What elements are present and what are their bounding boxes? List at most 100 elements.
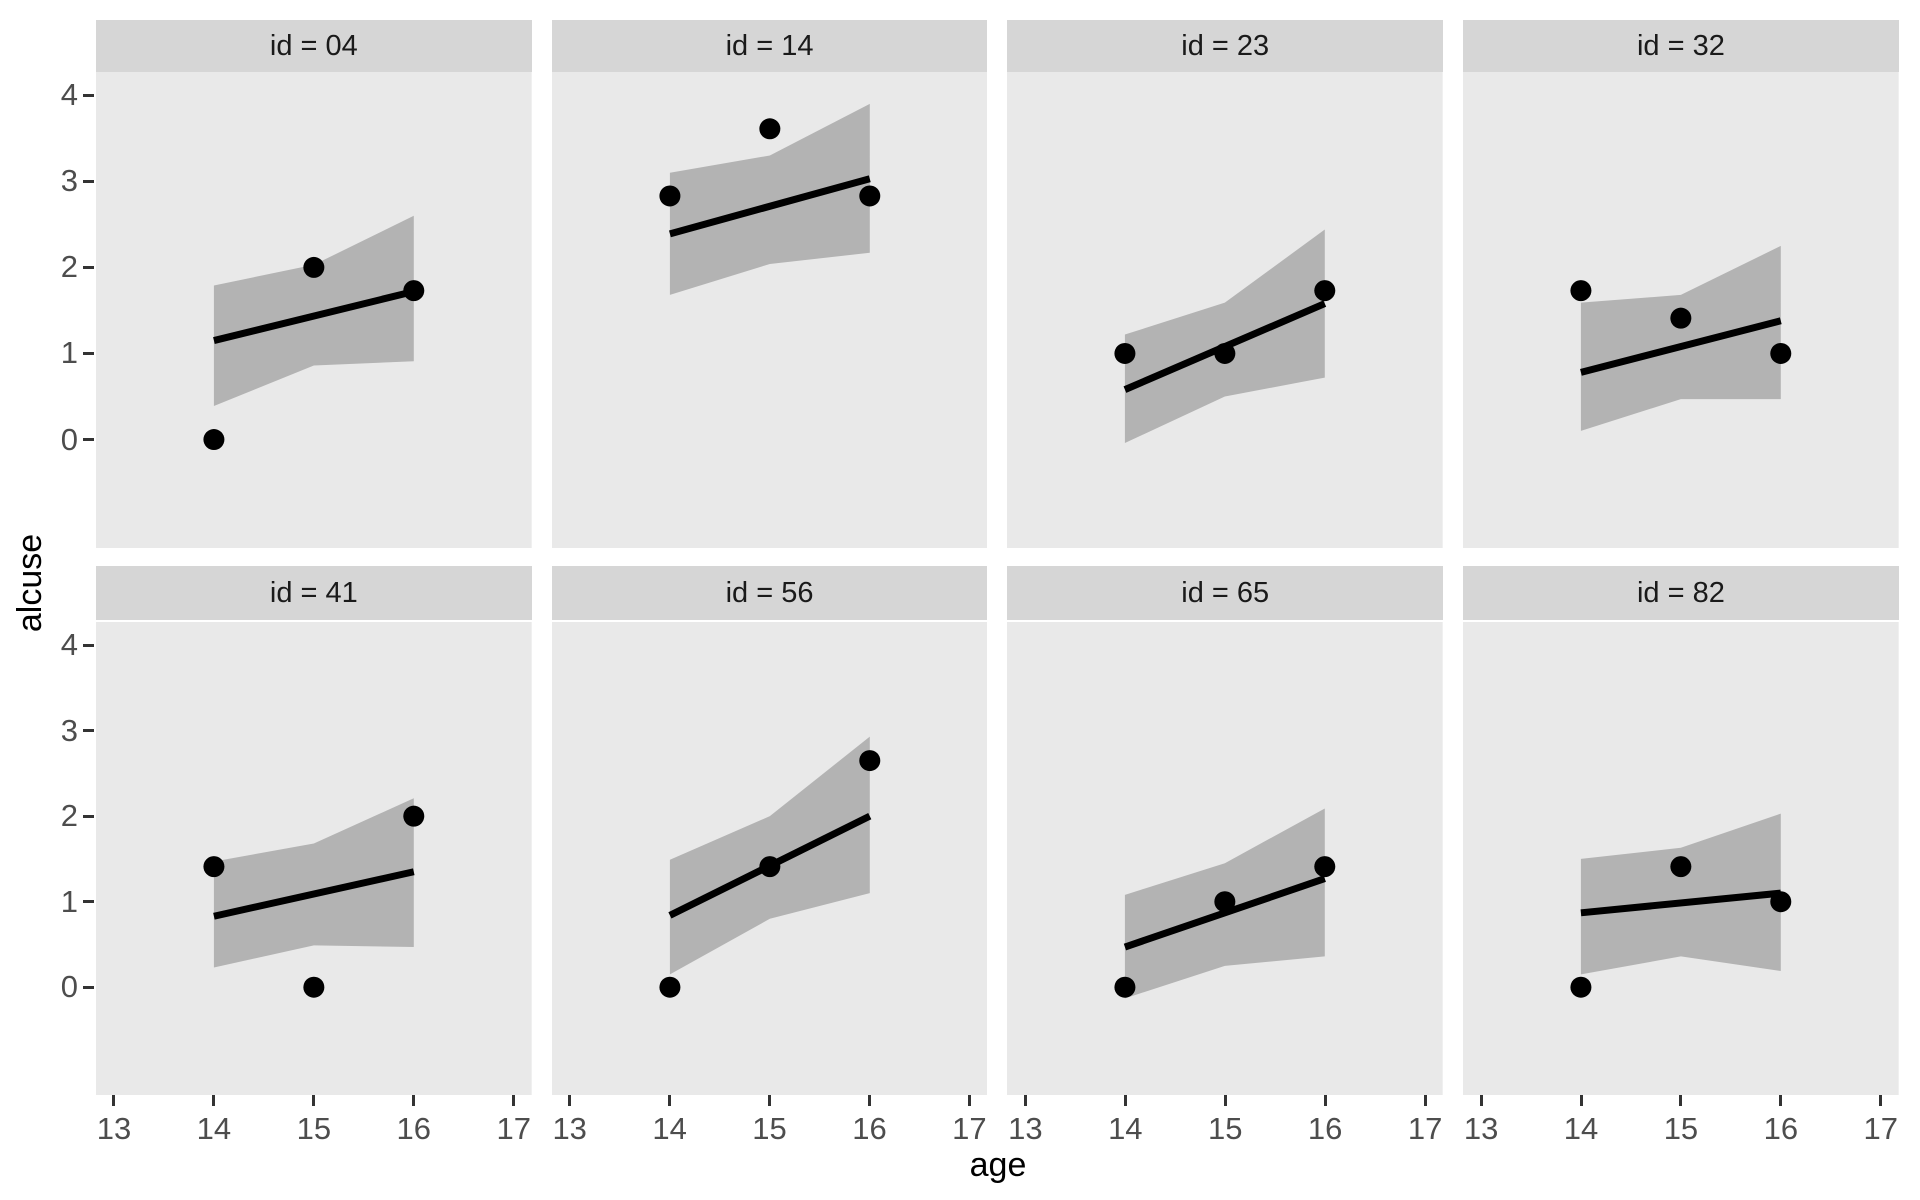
x-axis-tick-label: 13 (96, 1111, 132, 1146)
confidence-ribbon (1581, 813, 1781, 975)
y-axis-tick-mark (83, 900, 94, 904)
y-axis-tick-label: 4 (60, 627, 78, 663)
data-point (1314, 280, 1336, 302)
facet-panel-plot (1463, 72, 1899, 548)
y-axis-tick-mark (83, 93, 94, 97)
panel-background (551, 72, 988, 548)
x-axis-tick-mark (1879, 1095, 1883, 1106)
confidence-ribbon (669, 103, 870, 295)
y-axis-tick-mark (83, 351, 94, 355)
x-axis-tick-mark (867, 1095, 871, 1106)
data-point (858, 185, 880, 207)
y-axis-tick-label: 0 (60, 421, 78, 457)
facet-strip: id = 56 (551, 566, 988, 620)
y-axis-tick-mark (83, 643, 94, 647)
facet-strip: id = 41 (96, 566, 532, 620)
data-point (1214, 342, 1236, 364)
x-axis-tick-mark (1579, 1095, 1583, 1106)
data-point (759, 118, 781, 140)
facet-strip: id = 23 (1007, 20, 1444, 72)
x-axis-tick-mark (312, 1095, 316, 1106)
y-axis-tick-label: 1 (60, 883, 78, 919)
facet-panel-plot (96, 72, 532, 548)
y-axis-tick-mark (83, 814, 94, 818)
facet-panel-plot (96, 622, 532, 1095)
data-point (759, 856, 781, 878)
data-point (858, 750, 880, 772)
y-axis-tick-label: 0 (60, 969, 78, 1005)
data-point (403, 280, 425, 302)
confidence-ribbon (213, 215, 414, 406)
y-axis-tick-label: 2 (60, 249, 78, 285)
y-axis-tick-label: 4 (60, 77, 78, 113)
x-axis-tick-label: 17 (1407, 1111, 1443, 1146)
data-point (1314, 856, 1336, 878)
data-point (1770, 891, 1792, 913)
x-axis-tick-label: 17 (496, 1111, 531, 1146)
y-axis-tick-mark (83, 729, 94, 733)
data-point (203, 429, 225, 451)
facet-strip: id = 04 (96, 20, 532, 72)
facet-panel-plot (551, 622, 988, 1095)
trend-line (668, 175, 871, 238)
x-axis-tick-mark (768, 1095, 772, 1106)
y-axis-tick-mark (83, 265, 94, 269)
x-axis-tick-label: 15 (296, 1111, 332, 1146)
facet-strip-label: id = 56 (725, 576, 814, 609)
data-point (303, 976, 325, 998)
facet-strip-label: id = 14 (725, 29, 814, 62)
x-axis-tick-label: 13 (552, 1111, 587, 1146)
y-axis-tick-mark (83, 438, 94, 442)
x-axis-tick-label: 14 (652, 1111, 687, 1146)
x-axis-tick-mark (512, 1095, 516, 1106)
confidence-ribbon (1125, 229, 1326, 443)
data-point (659, 976, 681, 998)
y-axis-tick-label: 1 (60, 335, 78, 371)
facet-strip-label: id = 32 (1636, 29, 1725, 62)
trend-line (213, 288, 415, 344)
x-axis-tick-label: 14 (196, 1111, 232, 1146)
data-point (1114, 342, 1136, 364)
x-axis-tick-label: 15 (1208, 1111, 1243, 1146)
data-point (1570, 976, 1592, 998)
x-axis-tick-label: 16 (396, 1111, 431, 1146)
facet-panel-plot (1463, 622, 1899, 1095)
data-point (1570, 280, 1592, 302)
panel-background (1007, 622, 1444, 1095)
data-point (303, 256, 325, 278)
facet-strip-label: id = 04 (269, 29, 358, 62)
facet-strip-label: id = 41 (269, 576, 358, 609)
x-axis-tick-mark (967, 1095, 971, 1106)
data-point (1114, 976, 1136, 998)
facet-strip: id = 32 (1463, 20, 1899, 72)
facet-panel-plot (1007, 72, 1444, 548)
data-point (1670, 307, 1692, 329)
x-axis-tick-mark (1123, 1095, 1127, 1106)
x-axis-tick-mark (1323, 1095, 1327, 1106)
x-axis-tick-label: 14 (1108, 1111, 1143, 1146)
data-point (403, 805, 425, 827)
x-axis-tick-mark (1423, 1095, 1427, 1106)
data-point (659, 185, 681, 207)
facet-strip: id = 82 (1463, 566, 1899, 620)
trend-line (1580, 317, 1782, 376)
x-axis-title: age (969, 1146, 1027, 1184)
facet-strip: id = 65 (1007, 566, 1444, 620)
x-axis-tick-label: 15 (752, 1111, 787, 1146)
x-axis-tick-label: 13 (1008, 1111, 1043, 1146)
y-axis-tick-mark (83, 179, 94, 183)
confidence-ribbon (213, 798, 414, 968)
x-axis-tick-mark (1479, 1095, 1483, 1106)
x-axis-tick-mark (668, 1095, 672, 1106)
trend-line (1580, 889, 1782, 917)
x-axis-tick-mark (412, 1095, 416, 1106)
x-axis-tick-mark (1679, 1095, 1683, 1106)
x-axis-tick-label: 17 (1863, 1111, 1899, 1146)
x-axis-tick-label: 16 (852, 1111, 887, 1146)
x-axis-tick-label: 13 (1463, 1111, 1499, 1146)
y-axis-tick-label: 3 (60, 712, 78, 748)
confidence-ribbon (1581, 245, 1781, 431)
x-axis-tick-mark (212, 1095, 216, 1106)
facet-strip: id = 14 (551, 20, 988, 72)
